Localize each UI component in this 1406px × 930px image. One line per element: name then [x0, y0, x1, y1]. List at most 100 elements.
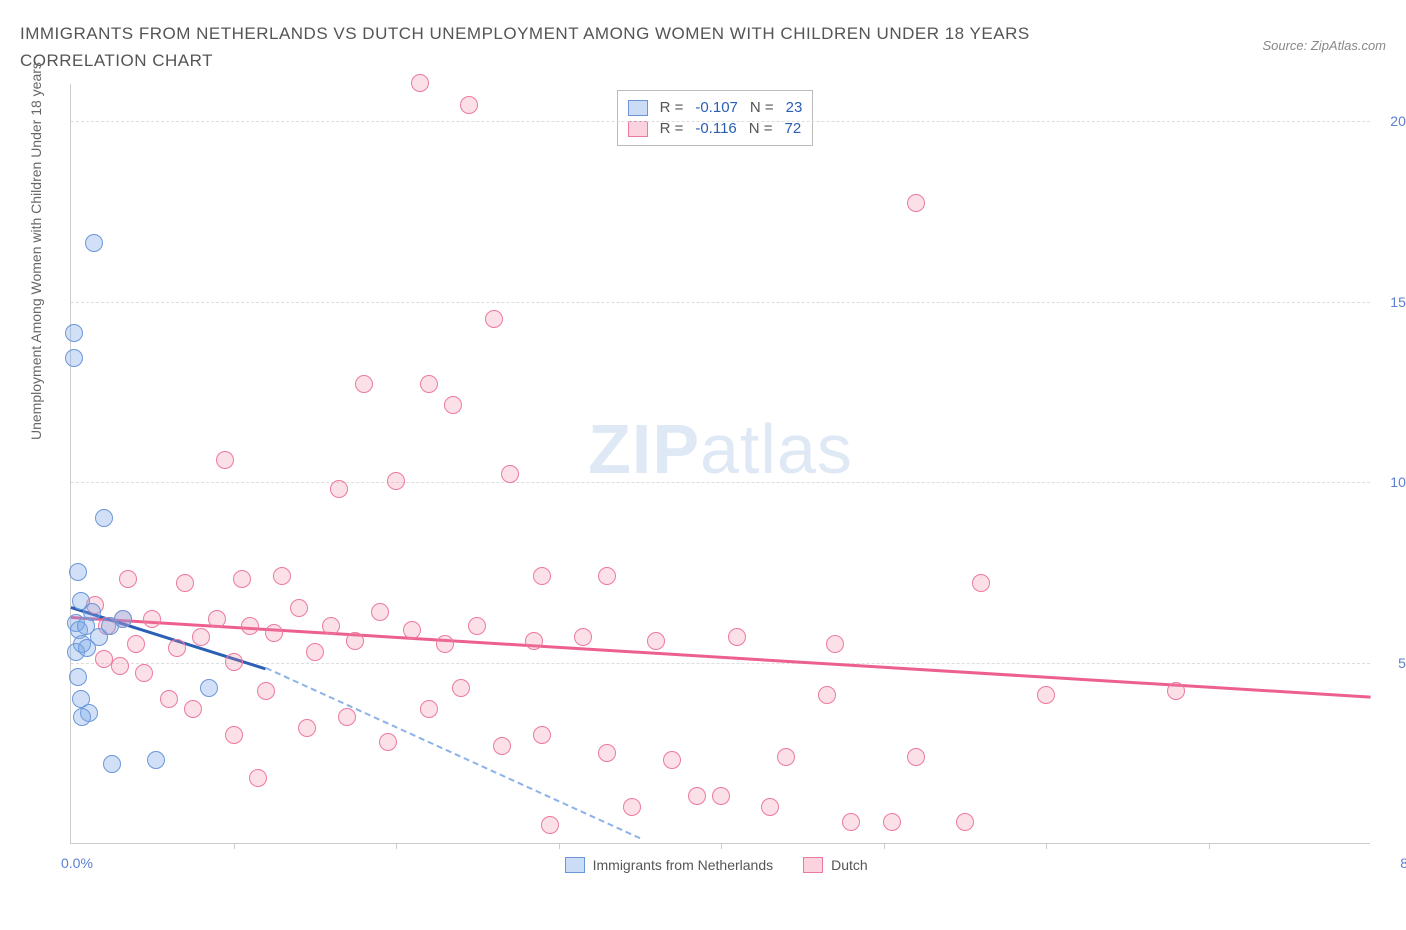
data-point [379, 733, 397, 751]
legend-item-pink: Dutch [803, 857, 868, 873]
plot-area: ZIPatlas R = -0.107 N = 23 R = -0.116 N … [70, 84, 1370, 844]
data-point [290, 599, 308, 617]
legend-label: Dutch [831, 857, 868, 873]
data-point [403, 621, 421, 639]
x-tick [396, 843, 397, 849]
r-value: -0.107 [695, 99, 738, 116]
r-value: -0.116 [695, 120, 736, 137]
data-point [574, 628, 592, 646]
data-point [225, 653, 243, 671]
data-point [103, 755, 121, 773]
pink-swatch-icon [628, 121, 648, 137]
x-min-label: 0.0% [61, 855, 93, 871]
header-row: IMMIGRANTS FROM NETHERLANDS VS DUTCH UNE… [20, 20, 1386, 74]
y-tick-label: 15.0% [1390, 294, 1406, 310]
y-tick-label: 5.0% [1398, 655, 1406, 671]
data-point [485, 310, 503, 328]
data-point [883, 813, 901, 831]
r-label: R = [660, 120, 684, 137]
stats-legend-box: R = -0.107 N = 23 R = -0.116 N = 72 [617, 90, 814, 146]
blue-swatch-icon [565, 857, 585, 873]
legend-item-blue: Immigrants from Netherlands [565, 857, 774, 873]
data-point [176, 574, 194, 592]
data-point [257, 682, 275, 700]
data-point [85, 234, 103, 252]
data-point [907, 748, 925, 766]
data-point [127, 635, 145, 653]
data-point [119, 570, 137, 588]
watermark: ZIPatlas [588, 409, 853, 489]
gridline [71, 663, 1370, 664]
data-point [208, 610, 226, 628]
data-point [420, 700, 438, 718]
data-point [111, 657, 129, 675]
n-value: 72 [785, 120, 802, 137]
x-tick [559, 843, 560, 849]
data-point [688, 787, 706, 805]
data-point [225, 726, 243, 744]
data-point [200, 679, 218, 697]
data-point [298, 719, 316, 737]
chart-title: IMMIGRANTS FROM NETHERLANDS VS DUTCH UNE… [20, 20, 1120, 74]
data-point [460, 96, 478, 114]
data-point [184, 700, 202, 718]
data-point [598, 567, 616, 585]
data-point [233, 570, 251, 588]
data-point [168, 639, 186, 657]
x-tick [884, 843, 885, 849]
data-point [452, 679, 470, 697]
data-point [160, 690, 178, 708]
data-point [501, 465, 519, 483]
n-label: N = [750, 99, 774, 116]
gridline [71, 121, 1370, 122]
y-tick-label: 20.0% [1390, 113, 1406, 129]
data-point [322, 617, 340, 635]
data-point [468, 617, 486, 635]
data-point [598, 744, 616, 762]
y-tick-label: 10.0% [1390, 474, 1406, 490]
data-point [371, 603, 389, 621]
data-point [135, 664, 153, 682]
series-legend: Immigrants from Netherlands Dutch [565, 857, 868, 873]
gridline [71, 482, 1370, 483]
stats-row-blue: R = -0.107 N = 23 [628, 97, 803, 118]
y-axis-label: Unemployment Among Women with Children U… [28, 62, 44, 440]
data-point [411, 74, 429, 92]
data-point [436, 635, 454, 653]
correlation-chart: IMMIGRANTS FROM NETHERLANDS VS DUTCH UNE… [20, 20, 1386, 910]
data-point [533, 567, 551, 585]
x-max-label: 80.0% [1400, 855, 1406, 871]
x-tick [1209, 843, 1210, 849]
data-point [444, 396, 462, 414]
data-point [777, 748, 795, 766]
data-point [216, 451, 234, 469]
data-point [143, 610, 161, 628]
data-point [83, 603, 101, 621]
data-point [533, 726, 551, 744]
data-point [69, 668, 87, 686]
data-point [761, 798, 779, 816]
data-point [842, 813, 860, 831]
data-point [525, 632, 543, 650]
legend-label: Immigrants from Netherlands [593, 857, 774, 873]
data-point [387, 472, 405, 490]
data-point [907, 194, 925, 212]
data-point [265, 624, 283, 642]
data-point [147, 751, 165, 769]
data-point [73, 708, 91, 726]
data-point [728, 628, 746, 646]
n-value: 23 [786, 99, 803, 116]
pink-swatch-icon [803, 857, 823, 873]
data-point [355, 375, 373, 393]
x-tick [1046, 843, 1047, 849]
data-point [241, 617, 259, 635]
x-tick [721, 843, 722, 849]
r-label: R = [660, 99, 684, 116]
n-label: N = [749, 120, 773, 137]
data-point [65, 349, 83, 367]
data-point [623, 798, 641, 816]
data-point [972, 574, 990, 592]
data-point [249, 769, 267, 787]
blue-swatch-icon [628, 100, 648, 116]
data-point [956, 813, 974, 831]
